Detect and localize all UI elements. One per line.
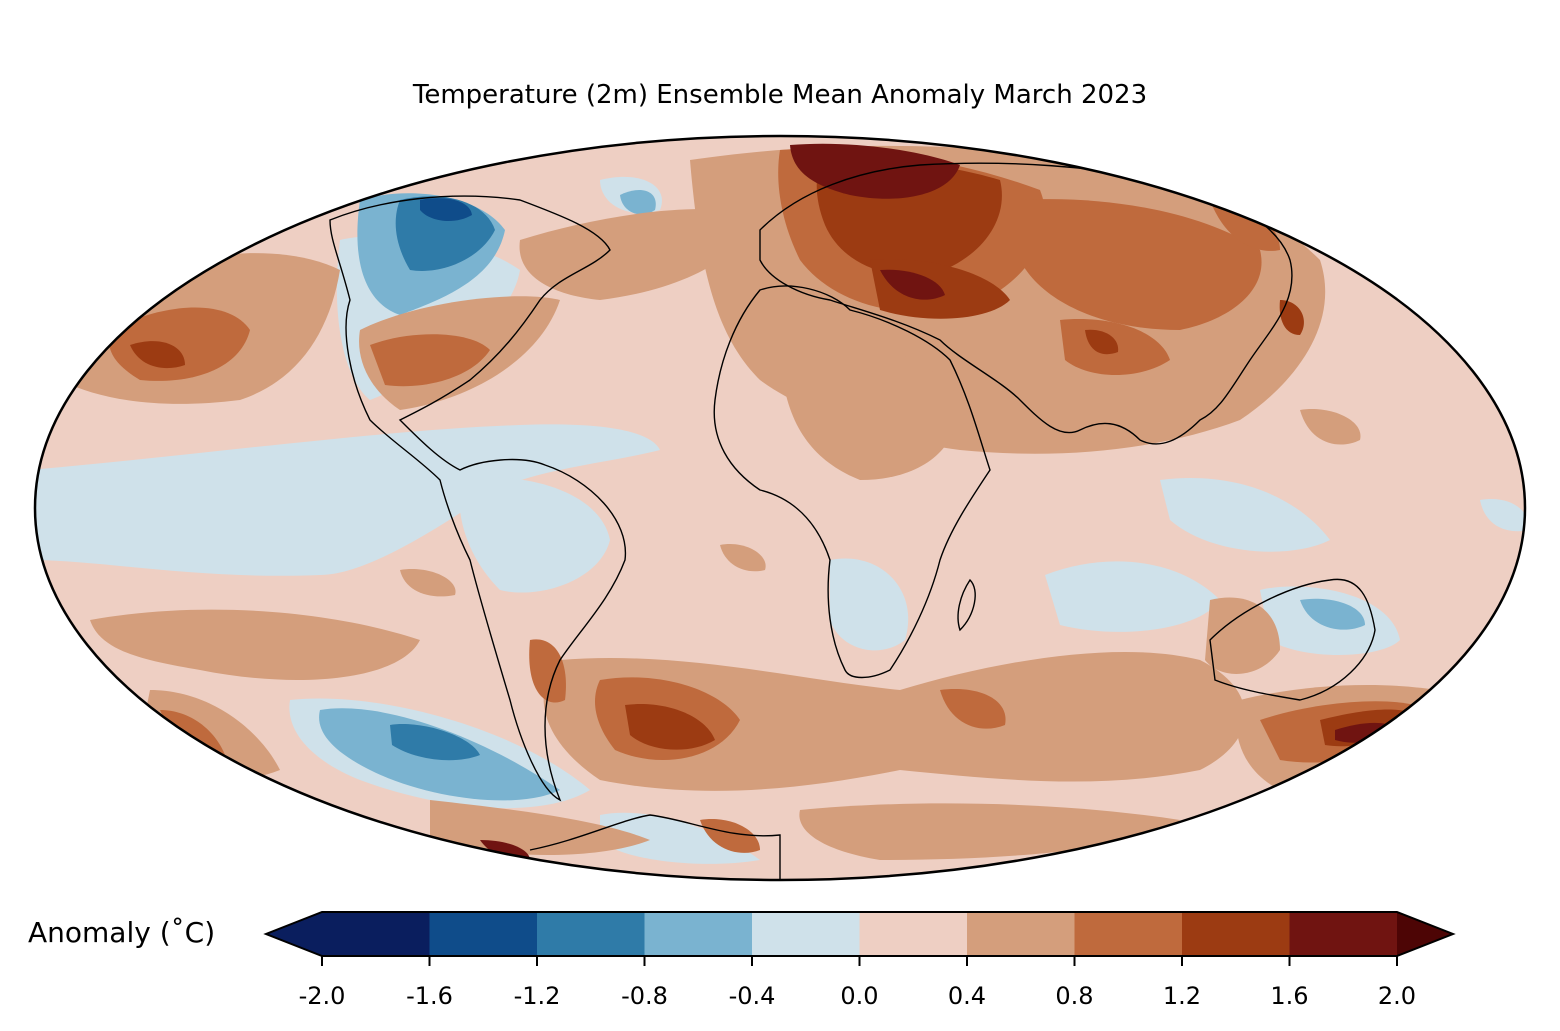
colorbar-ticks	[321, 956, 1398, 966]
colorbar-tick-label: 0.8	[1055, 982, 1094, 1010]
colorbar-tick-label: 0.0	[840, 982, 879, 1010]
antarctica-coastline	[529, 814, 781, 880]
colorbar-segment	[967, 912, 1075, 956]
colorbar-segment	[752, 912, 860, 956]
colorbar-segment	[537, 912, 645, 956]
colorbar-tick-label: -0.8	[621, 982, 668, 1010]
africa-coastline	[713, 285, 991, 679]
map-boundary	[33, 134, 1527, 882]
madagascar-coastline	[957, 578, 976, 632]
colorbar-tick-label: 0.4	[947, 982, 987, 1010]
anomaly-field	[35, 136, 1525, 880]
colorbar-segment	[429, 912, 538, 956]
colorbar-label: Anomaly (˚C)	[28, 916, 216, 949]
colorbar-segment	[1289, 912, 1398, 956]
colorbar	[263, 911, 1456, 966]
colorbar-segments	[322, 912, 1398, 956]
colorbar-segment	[859, 912, 968, 956]
light-blue-zones	[35, 176, 1525, 864]
colorbar-tick-label: -0.4	[728, 982, 776, 1010]
colorbar-tick-label: -2.0	[298, 982, 346, 1010]
colorbar-segment	[322, 912, 430, 956]
colorbar-segment	[1074, 912, 1183, 956]
colorbar-tick-label: 2.0	[1377, 982, 1417, 1010]
colorbar-tick-label: -1.2	[513, 982, 561, 1010]
map-title: Temperature (2m) Ensemble Mean Anomaly M…	[412, 80, 1148, 110]
dark-blue-core	[420, 198, 472, 222]
colorbar-tick-label: 1.6	[1270, 982, 1309, 1010]
colorbar-segment	[1182, 912, 1290, 956]
colorbar-tick-label: 1.2	[1162, 982, 1202, 1010]
australia-coastline	[1209, 578, 1376, 701]
colorbar-low-extend-arrow	[266, 912, 322, 956]
eurasia-coastline	[759, 162, 1293, 445]
colorbar-segment	[644, 912, 753, 956]
colorbar-high-extend-arrow	[1397, 912, 1453, 956]
americas-coastline	[329, 195, 627, 802]
colorbar-tick-label: -1.6	[406, 982, 453, 1010]
coastlines	[329, 162, 1376, 880]
